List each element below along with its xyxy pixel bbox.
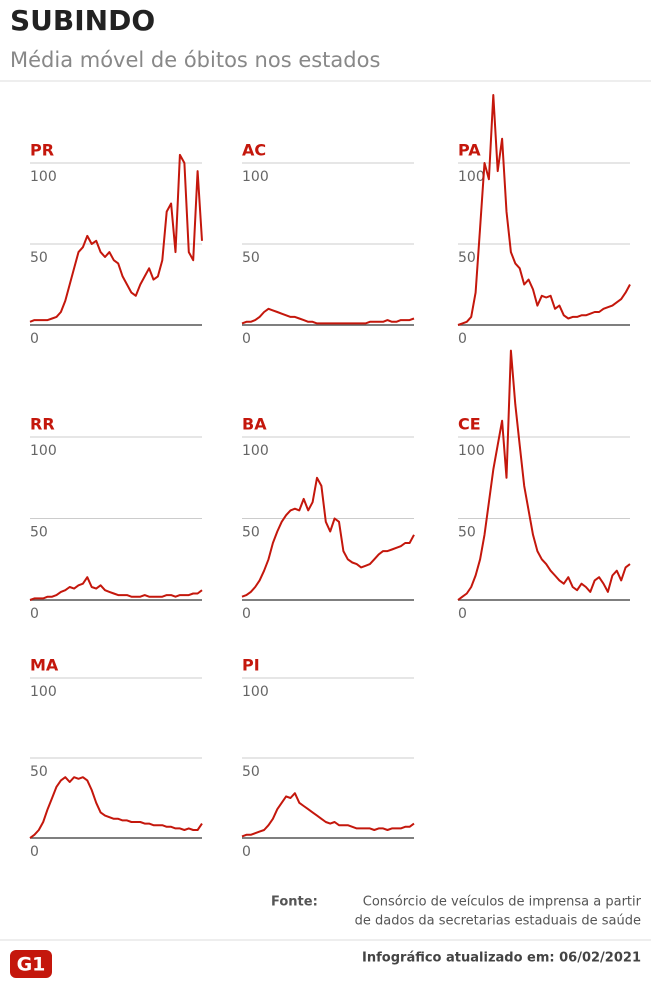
y-tick-label: 50 — [30, 764, 48, 780]
y-tick-label: 50 — [242, 764, 260, 780]
source: Consórcio de veículos de imprensa a part… — [363, 895, 642, 910]
panel-title: PI — [242, 656, 260, 675]
y-tick-label: 0 — [242, 331, 251, 347]
y-tick-label: 50 — [458, 525, 476, 541]
panel-title: RR — [30, 415, 55, 434]
data-line — [457, 94, 631, 326]
panel-title: CE — [458, 415, 481, 434]
y-tick-label: 50 — [458, 250, 476, 266]
y-tick-label: 100 — [242, 169, 269, 185]
y-tick-label: 0 — [30, 844, 39, 860]
logo-bg — [10, 950, 52, 978]
y-tick-label: 0 — [242, 844, 251, 860]
data-line — [29, 776, 203, 839]
subtitle: Média móvel de óbitos nos estados — [10, 48, 380, 72]
y-tick-label: 50 — [30, 525, 48, 541]
y-tick-label: 100 — [30, 169, 57, 185]
y-tick-label: 100 — [458, 443, 485, 459]
y-tick-label: 0 — [30, 606, 39, 622]
y-tick-label: 50 — [30, 250, 48, 266]
y-tick-label: 50 — [242, 250, 260, 266]
source: de dados da secretarias estaduais de saú… — [355, 914, 641, 929]
panel-title: AC — [242, 141, 266, 160]
data-line — [241, 307, 415, 325]
panel-title: PR — [30, 141, 54, 160]
data-line — [29, 153, 203, 323]
y-tick-label: 100 — [30, 684, 57, 700]
y-tick-label: 0 — [458, 331, 467, 347]
y-tick-label: 100 — [458, 169, 485, 185]
y-tick-label: 100 — [30, 443, 57, 459]
y-tick-label: 0 — [30, 331, 39, 347]
data-line — [457, 349, 631, 601]
panel-title: BA — [242, 415, 267, 434]
logo: G1 — [17, 954, 46, 976]
updated: Infográfico atualizado em: 06/02/2021 — [362, 951, 641, 966]
y-tick-label: 100 — [242, 443, 269, 459]
y-tick-label: 50 — [242, 525, 260, 541]
data-line — [241, 476, 415, 598]
y-tick-label: 0 — [458, 606, 467, 622]
panel-title: PA — [458, 141, 481, 160]
y-tick-label: 0 — [242, 606, 251, 622]
title: SUBINDO — [10, 4, 155, 37]
panel-title: MA — [30, 656, 59, 675]
source-label: Fonte: — [271, 895, 318, 910]
data-line — [29, 576, 203, 601]
y-tick-label: 100 — [242, 684, 269, 700]
data-line — [241, 792, 415, 838]
